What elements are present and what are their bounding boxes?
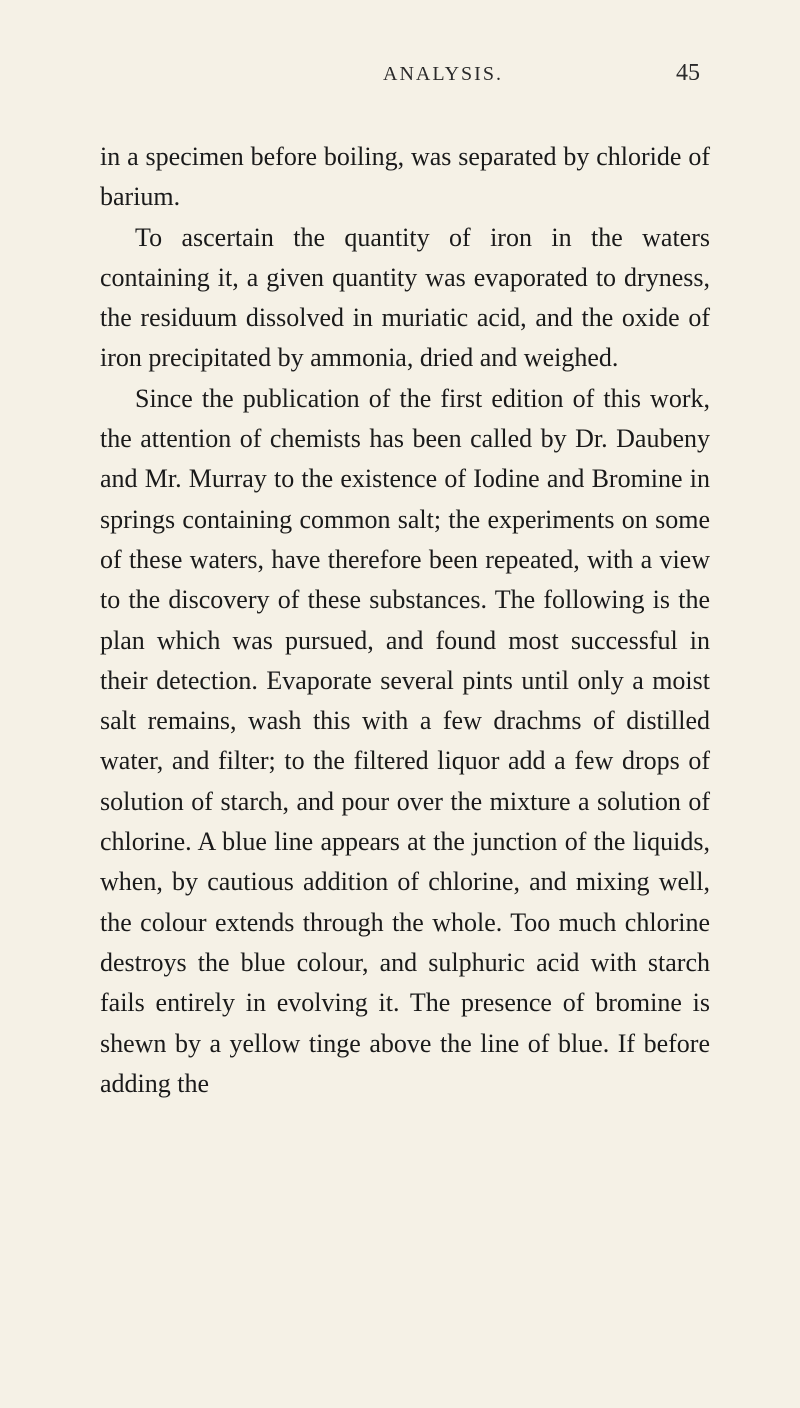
page-header: ANALYSIS. 45 [100,60,710,87]
page-number: 45 [676,60,700,87]
header-title: ANALYSIS. [210,63,676,86]
paragraph-1: in a specimen before boiling, was separa… [100,137,710,218]
body-text: in a specimen before boiling, was separa… [100,137,710,1104]
paragraph-3: Since the publication of the first editi… [100,379,710,1104]
paragraph-2: To ascertain the quantity of iron in the… [100,218,710,379]
